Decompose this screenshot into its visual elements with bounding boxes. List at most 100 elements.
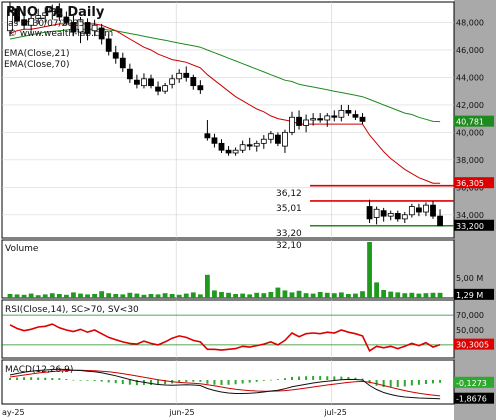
price-pane (1, 1, 455, 239)
candle-body (21, 19, 28, 26)
volume-bar (190, 292, 196, 298)
macd-histogram-bar (276, 379, 279, 380)
volume-bar (268, 292, 274, 298)
volume-bar (212, 290, 217, 298)
level-label: 36,12 (276, 189, 302, 199)
macd-histogram-bar (432, 380, 434, 384)
candle-body (126, 68, 133, 80)
candle-body (366, 206, 373, 220)
macd-histogram-bar (206, 380, 209, 384)
candle-body (119, 57, 126, 69)
volume-bar (49, 293, 55, 298)
candle-body (162, 85, 169, 92)
volume-bar (430, 292, 436, 298)
macd-histogram-bar (340, 376, 343, 380)
volume-bar (254, 292, 260, 298)
candle-body (42, 12, 49, 17)
volume-bar (423, 293, 429, 298)
macd-histogram-bar (178, 380, 181, 383)
candle-body (239, 144, 246, 151)
volume-bar (226, 292, 231, 298)
volume-bar (148, 294, 154, 298)
candle-body (408, 206, 415, 216)
volume-bar (127, 292, 133, 298)
volume-bar (71, 292, 76, 298)
macd-histogram-bar (150, 380, 152, 385)
candle-body (225, 149, 232, 154)
x-tick-label: jul-25 (323, 408, 347, 417)
chart-title: RNO_PA Daily (6, 5, 105, 20)
volume-bar (310, 293, 316, 298)
macd-histogram-bar (9, 378, 11, 380)
macd-histogram-bar (403, 380, 406, 387)
volume-bar (162, 293, 168, 298)
candle-body (176, 72, 183, 80)
candle-body (359, 116, 366, 122)
candle-body (49, 8, 56, 12)
volume-bar (85, 294, 90, 298)
candle-body (148, 78, 154, 87)
volume-bar (21, 294, 27, 298)
rsi-tick-label: 70,000 (456, 311, 484, 320)
candle-body (98, 27, 105, 40)
macd-histogram-bar (128, 380, 131, 385)
volume-bar (155, 294, 161, 298)
macd-histogram-bar (100, 380, 103, 382)
macd-hist-last-label: -0,1273 (456, 379, 487, 388)
candle-body (56, 8, 63, 18)
macd-histogram-bar (37, 377, 40, 380)
volume-bar (338, 292, 344, 298)
candle-body (274, 134, 281, 144)
volume-bar (197, 294, 203, 298)
volume-bar (205, 274, 210, 298)
macd-line (9, 368, 441, 400)
level-label: 33,20 (276, 229, 302, 239)
volume-bar (437, 292, 443, 298)
volume-bar (381, 290, 387, 298)
macd-histogram-bar (227, 380, 230, 385)
macd-histogram-bar (44, 377, 47, 380)
axis-labels: 48,00046,00044,00042,00040,00038,00036,0… (2, 18, 494, 417)
volume-bar (35, 295, 41, 298)
macd-histogram-bar (298, 376, 301, 380)
macd-histogram-bar (114, 380, 117, 384)
macd-histogram-bar (234, 380, 237, 385)
volume-bar (289, 292, 295, 298)
macd-histogram-bar (347, 377, 350, 380)
macd-histogram-bar (291, 376, 293, 380)
macd-histogram-bar (93, 380, 96, 381)
volume-bar (261, 293, 267, 298)
candle-body (282, 131, 288, 147)
candle-body (112, 52, 119, 59)
watermark: © www.wealth-lab.com (8, 29, 113, 39)
macd-last-label: -1,8676 (456, 395, 487, 404)
volume-bar (324, 292, 330, 298)
rsi-title: RSI(Close,14), SC>70, SV<30 (5, 305, 139, 315)
macd-histogram-bar (30, 377, 33, 380)
volume-last-label: 1,29 M (456, 291, 483, 300)
macd-hist-last-label-box (454, 376, 494, 388)
macd-histogram-bar (185, 380, 188, 382)
macd-histogram-bar (248, 380, 251, 383)
volume-bar (113, 294, 119, 298)
candle-body (183, 72, 190, 78)
ema70-last-label-box (454, 115, 494, 127)
price-plot (7, 1, 454, 227)
candle-body (317, 118, 324, 121)
gridlines (2, 2, 454, 404)
macd-histogram-bar (86, 380, 89, 381)
candle-body (415, 207, 422, 213)
price-tick-label: 34,000 (456, 211, 484, 220)
volume-bar (388, 291, 394, 298)
candle-body (70, 22, 77, 33)
candle-body (253, 142, 260, 147)
volume-bar (233, 294, 238, 298)
candle-body (324, 115, 331, 121)
volume-bar (317, 292, 323, 298)
volume-bar (14, 294, 20, 298)
volume-bar (134, 293, 140, 298)
volume-bar (183, 293, 189, 298)
candle-body (28, 17, 35, 26)
close-last-label: 33,200 (456, 222, 484, 231)
